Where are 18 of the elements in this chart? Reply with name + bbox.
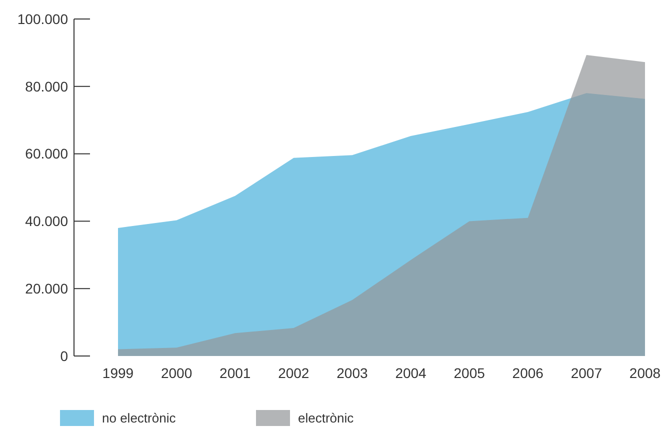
y-tick-label: 60.000: [25, 146, 68, 162]
y-tick-label: 40.000: [25, 213, 68, 230]
x-tick-label: 2002: [278, 365, 310, 381]
x-tick-label: 2001: [220, 365, 251, 381]
x-tick-label: 2005: [454, 365, 486, 381]
x-tick-label: 2007: [570, 365, 602, 381]
x-tick-label: 2006: [512, 365, 544, 381]
legend-label: no electrònic: [102, 410, 176, 426]
x-tick-label: 2004: [395, 365, 427, 381]
x-tick-label: 2000: [160, 365, 192, 381]
x-tick-label: 1999: [102, 365, 134, 381]
x-tick-label: 2003: [336, 365, 368, 381]
y-tick-label: 100.000: [17, 10, 68, 27]
y-tick-label: 20.000: [25, 280, 68, 296]
x-tick-label: 2008: [629, 365, 661, 381]
y-tick-label: 0: [60, 348, 68, 364]
y-tick-label: 80.000: [25, 78, 68, 94]
legend-label: electrònic: [298, 410, 354, 426]
